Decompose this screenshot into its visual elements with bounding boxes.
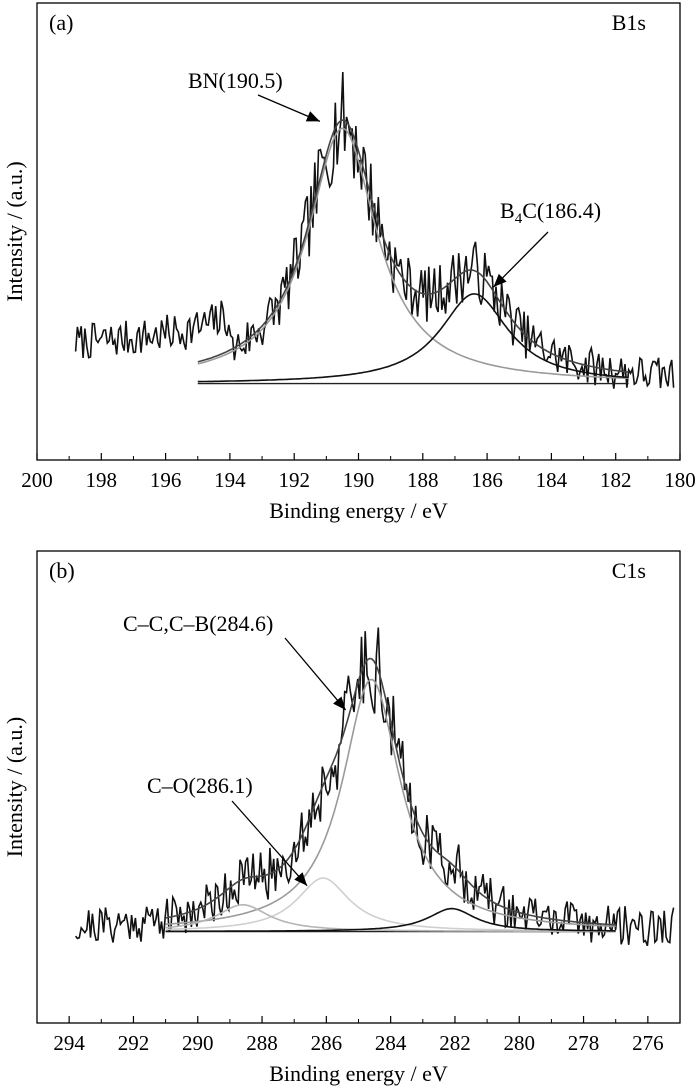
x-axis-label: Binding energy / eV	[269, 1061, 448, 1086]
fit-envelope-line	[197, 119, 629, 373]
plot-frame	[36, 2, 681, 461]
chart-panel-b: 294 292 290 288 286 284 282 280 278 276 Binding en…	[0, 545, 700, 1090]
x-tick-label: 190	[343, 468, 375, 492]
annotation-label: BN(190.5)	[188, 68, 283, 93]
fit-peak-b4c	[197, 293, 629, 383]
x-tick-label: 282	[439, 1031, 471, 1055]
x-tick-label: 196	[150, 468, 182, 492]
x-tick-label: 286	[311, 1031, 343, 1055]
x-tick-label: 200	[21, 468, 53, 492]
chart-title: C1s	[612, 558, 646, 583]
y-axis-label: Intensity / (a.u.)	[2, 161, 27, 302]
x-tick-label: 192	[278, 468, 310, 492]
chart-panel-a: 200 198 196 194 192 190 188 186 184 182 180 Binding…	[2, 2, 696, 523]
y-axis-label: Intensity / (a.u.)	[2, 717, 27, 858]
annotation-arrow-line	[284, 637, 347, 711]
annotation-arrow-line	[231, 800, 308, 887]
fit-peak-b-c	[165, 907, 616, 933]
annotation-label: C–C,C–B(284.6)	[123, 611, 273, 636]
x-tick-label: 288	[246, 1031, 278, 1055]
annotation-arrowhead	[294, 872, 308, 886]
chart-a-svg: 200 198 196 194 192 190 188 186 184 182 180 Binding…	[2, 2, 696, 523]
x-tick-label: 188	[407, 468, 439, 492]
panel-label: (a)	[49, 10, 73, 35]
x-tick-label: 182	[600, 468, 632, 492]
fit-peak-c-o	[165, 877, 616, 932]
x-tick-label: 280	[504, 1031, 536, 1055]
raw-spectrum-line	[74, 627, 675, 947]
panel-label: (b)	[49, 558, 75, 583]
x-tick-label: 276	[632, 1031, 664, 1055]
x-tick-label: 278	[568, 1031, 600, 1055]
x-tick-label: 184	[536, 468, 568, 492]
x-tick-label: 186	[471, 468, 503, 492]
fit-peak-c-o	[165, 904, 616, 933]
fit-envelope-line	[165, 657, 616, 926]
annotation-label: C–O(286.1)	[147, 773, 253, 798]
annotation-label: B4C(186.4)	[500, 198, 601, 227]
raw-spectrum-line	[74, 71, 675, 389]
fit-peak-c-c-c-b	[165, 678, 616, 928]
annotation-arrowhead	[305, 111, 320, 122]
annotation-arrowhead	[493, 273, 507, 287]
x-tick-label: 284	[375, 1031, 407, 1055]
fit-peak-bn	[197, 127, 629, 380]
x-tick-label: 290	[182, 1031, 214, 1055]
x-tick-label: 198	[86, 468, 118, 492]
chart-title: B1s	[612, 10, 646, 35]
annotation-arrowhead	[333, 696, 346, 710]
x-tick-label: 294	[53, 1031, 85, 1055]
x-axis-label: Binding energy / eV	[269, 498, 448, 523]
x-tick-label: 180	[664, 468, 696, 492]
x-tick-label: 292	[118, 1031, 150, 1055]
chart-b-svg: 294 292 290 288 286 284 282 280 278 276 Binding en…	[2, 550, 681, 1086]
x-tick-label: 194	[214, 468, 246, 492]
